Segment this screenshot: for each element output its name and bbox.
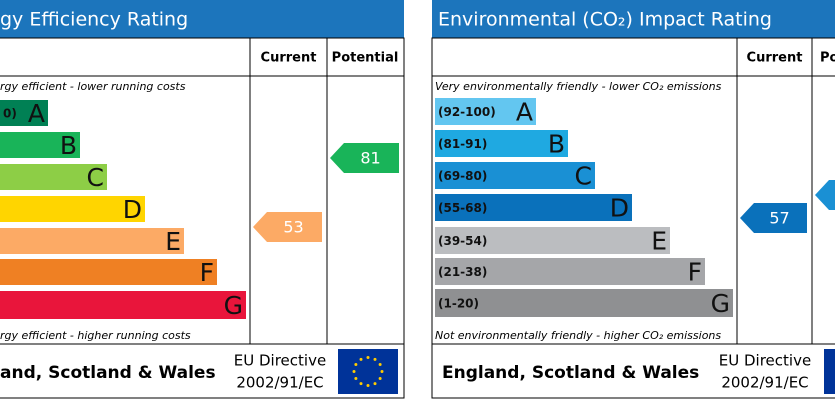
frame — [0, 37, 405, 399]
top-note: Very environmentally friendly - lower CO… — [435, 80, 722, 93]
footer-region: and, Scotland & Wales — [0, 363, 216, 383]
band — [435, 227, 670, 254]
bottom-note: rgy efficient - higher running costs — [0, 329, 191, 342]
current-value: 53 — [283, 218, 303, 237]
potential-header: Po — [820, 51, 835, 66]
directive-line-1: EU Directive — [719, 352, 811, 370]
current-arrow — [740, 203, 807, 233]
eu-star — [359, 357, 363, 361]
eu-star — [354, 377, 358, 380]
band — [0, 132, 80, 158]
current-header: Current — [747, 51, 803, 66]
directive-line-2: 2002/91/EC — [721, 374, 808, 392]
eu-star — [373, 382, 377, 386]
eu-star — [354, 363, 358, 366]
band — [435, 289, 733, 317]
eu-flag — [824, 349, 835, 394]
band — [0, 291, 246, 319]
band — [0, 196, 145, 222]
current-arrow — [253, 212, 322, 242]
band-letter: A — [28, 99, 45, 128]
eu-star — [378, 377, 382, 380]
band-range: 0) — [3, 107, 17, 121]
eu-star — [380, 370, 384, 373]
band-range: (69-80) — [438, 169, 487, 183]
potential-header: Potential — [332, 51, 399, 66]
band-range: (21-38) — [438, 265, 487, 279]
band-letter: F — [200, 258, 214, 287]
title-bar — [432, 0, 835, 38]
bottom-note: Not environmentally friendly - higher CO… — [435, 329, 721, 342]
band-letter: A — [516, 98, 533, 127]
band-letter: E — [165, 227, 181, 256]
current-header: Current — [261, 51, 317, 66]
band — [435, 162, 595, 189]
band-range: (92-100) — [438, 105, 496, 119]
band-letter: B — [60, 131, 77, 160]
eu-flag — [338, 349, 398, 394]
current-value: 57 — [769, 209, 789, 228]
band-letter: G — [711, 289, 730, 318]
frame — [431, 37, 835, 399]
eu-star — [359, 382, 363, 386]
potential-value: 81 — [360, 149, 380, 168]
band-letter: B — [548, 130, 565, 159]
band — [435, 98, 536, 125]
eu-star — [378, 363, 382, 366]
band-letter: D — [610, 194, 629, 223]
band — [435, 258, 705, 285]
band-range: (81-91) — [438, 137, 487, 151]
panel-title: Environmental (CO₂) Impact Rating — [438, 9, 772, 31]
band-range: (39-54) — [438, 234, 487, 248]
band-letter: C — [575, 162, 592, 191]
band-range: (1-20) — [438, 297, 479, 311]
footer-region: England, Scotland & Wales — [442, 363, 699, 383]
band — [0, 259, 217, 285]
band — [435, 194, 632, 221]
band — [0, 164, 107, 190]
directive-line-1: EU Directive — [234, 352, 326, 370]
top-note: rgy efficient - lower running costs — [0, 80, 186, 93]
band-letter: E — [651, 227, 667, 256]
directive-line-2: 2002/91/EC — [236, 374, 323, 392]
band-range: (55-68) — [438, 201, 487, 215]
eu-star — [366, 356, 370, 359]
panel-title: gy Efficiency Rating — [0, 9, 188, 31]
band-letter: D — [123, 195, 142, 224]
band — [0, 228, 184, 254]
cropped-arrow — [815, 180, 835, 210]
potential-arrow — [330, 143, 399, 173]
band-letter: C — [87, 163, 104, 192]
eu-star — [373, 357, 377, 361]
band-letter: G — [224, 291, 243, 320]
band — [435, 130, 568, 157]
title-bar — [0, 0, 404, 38]
eu-star — [366, 384, 370, 387]
band-letter: F — [688, 258, 702, 287]
eu-star — [352, 370, 356, 373]
band — [0, 100, 48, 126]
